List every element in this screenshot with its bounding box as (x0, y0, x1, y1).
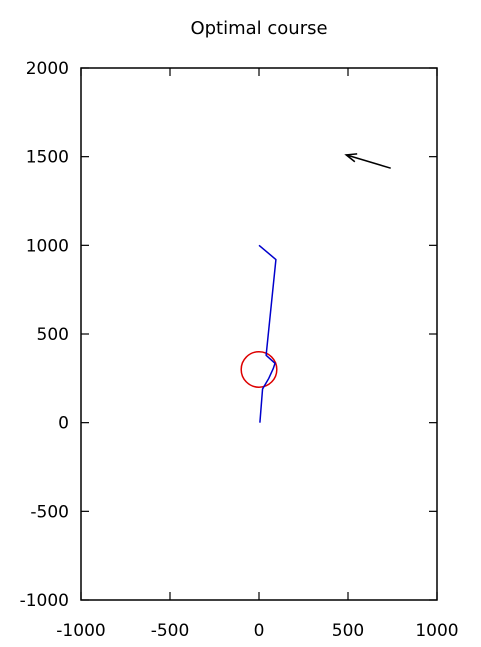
course-path-line (258, 244, 277, 423)
x-tick-label: 0 (254, 621, 265, 641)
series-layer (240, 244, 278, 423)
wind-arrow-shaft (346, 154, 391, 169)
y-tick-label: 1500 (26, 148, 69, 168)
y-tick-label: 1000 (26, 236, 69, 256)
x-tick-label: -1000 (56, 621, 105, 641)
wind-arrow-head (344, 153, 358, 163)
target-circle (240, 350, 278, 388)
axis-tick-labels: -1000 -500 0 500 1000 -1000 -500 0 500 1000 1500 20… (20, 59, 459, 641)
y-tick-label: 0 (58, 414, 69, 434)
y-tick-label: 2000 (26, 59, 69, 79)
y-tick-label: -500 (30, 502, 69, 522)
x-tick-label: 1000 (415, 621, 458, 641)
plot-frame (80, 67, 438, 601)
x-tick-label: -500 (151, 621, 190, 641)
annotation-layer (344, 153, 391, 169)
x-tick-label: 500 (332, 621, 364, 641)
y-tick-label: 500 (37, 325, 69, 345)
axis-ticks (80, 67, 438, 601)
y-tick-label: -1000 (20, 591, 69, 611)
chart-title: Optimal course (190, 18, 327, 39)
